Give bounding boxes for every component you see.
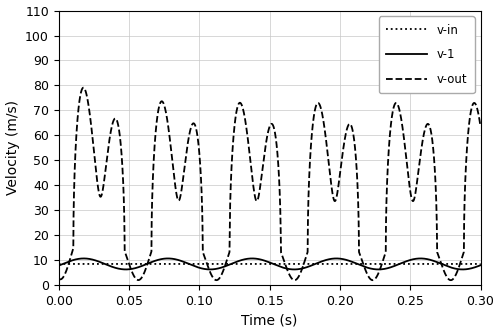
- v-in: [402, 262, 408, 266]
- v-in: [308, 262, 314, 266]
- v-in: [56, 262, 62, 266]
- Line: v-out: v-out: [58, 88, 480, 280]
- v-out: [217, 275, 223, 279]
- v-1: [330, 257, 336, 261]
- v-1: [56, 264, 62, 268]
- X-axis label: Time (s): Time (s): [242, 313, 298, 327]
- v-in: [370, 262, 376, 266]
- v-in: [132, 262, 138, 266]
- Line: v-1: v-1: [58, 258, 480, 269]
- v-in: [217, 262, 223, 266]
- v-in: [478, 262, 484, 266]
- v-1: [81, 256, 87, 260]
- v-out: [478, 125, 484, 129]
- Y-axis label: Velocity (m/s): Velocity (m/s): [6, 100, 20, 195]
- v-1: [370, 267, 376, 271]
- v-1: [132, 266, 138, 270]
- v-in: [330, 262, 336, 266]
- v-out: [370, 278, 376, 282]
- v-1: [402, 259, 408, 263]
- v-1: [309, 263, 315, 267]
- v-1: [478, 263, 484, 267]
- v-out: [56, 277, 62, 281]
- v-out: [132, 276, 138, 280]
- v-out: [309, 133, 315, 137]
- Legend: v-in, v-1, v-out: v-in, v-1, v-out: [379, 16, 474, 93]
- v-out: [402, 151, 408, 155]
- v-out: [80, 86, 86, 90]
- v-1: [217, 266, 223, 270]
- v-out: [370, 278, 376, 282]
- v-1: [123, 267, 129, 271]
- v-out: [330, 195, 336, 199]
